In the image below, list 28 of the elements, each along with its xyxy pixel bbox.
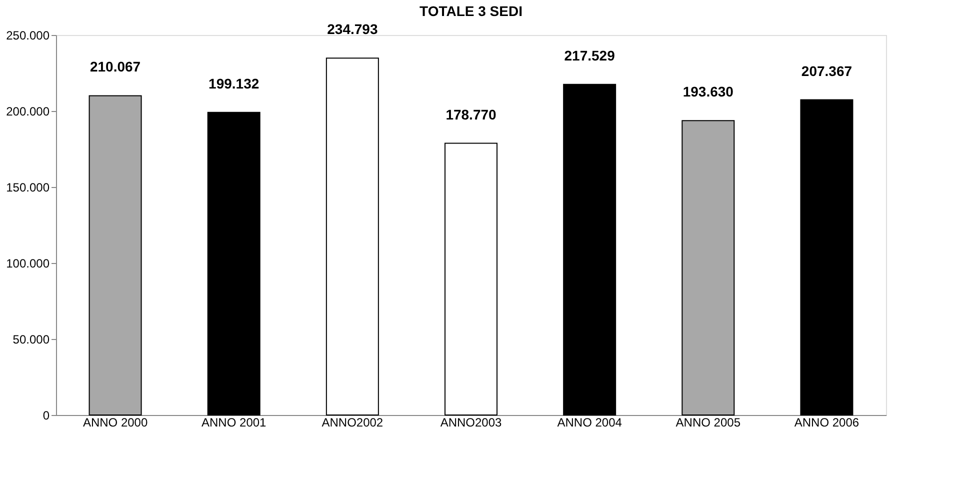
data-label: 193.630 <box>682 84 734 100</box>
y-tick-label: 250.000 <box>6 28 50 42</box>
bar <box>88 95 142 416</box>
x-tick-label: ANNO 2004 <box>557 416 622 430</box>
data-label: 199.132 <box>208 75 260 92</box>
y-tick-label: 100.000 <box>6 256 50 270</box>
data-label: 207.367 <box>801 62 852 79</box>
bar <box>326 58 379 416</box>
x-tick-label: ANNO 2000 <box>82 416 148 430</box>
bar <box>682 120 735 416</box>
y-tick-label: 150.000 <box>6 180 50 194</box>
data-label: 217.529 <box>564 47 616 64</box>
bar <box>444 142 498 416</box>
x-tick-label: ANNO 2006 <box>794 416 860 430</box>
y-tick-label: 0 <box>42 408 50 422</box>
data-label: 210.067 <box>90 58 141 75</box>
x-tick-label: ANNO2003 <box>440 416 502 430</box>
data-label: 234.793 <box>327 21 378 38</box>
bar <box>563 84 616 416</box>
x-tick-label: ANNO 2005 <box>676 416 741 430</box>
data-label: 178.770 <box>446 106 497 122</box>
bar <box>207 112 260 416</box>
chart-title: TOTALE 3 SEDI <box>420 3 522 20</box>
x-tick-label: ANNO 2001 <box>202 416 267 430</box>
y-tick-label: 200.000 <box>6 104 50 118</box>
x-tick-label: ANNO2002 <box>322 416 384 430</box>
bar <box>800 99 854 416</box>
y-tick-label: 50.000 <box>12 332 50 346</box>
